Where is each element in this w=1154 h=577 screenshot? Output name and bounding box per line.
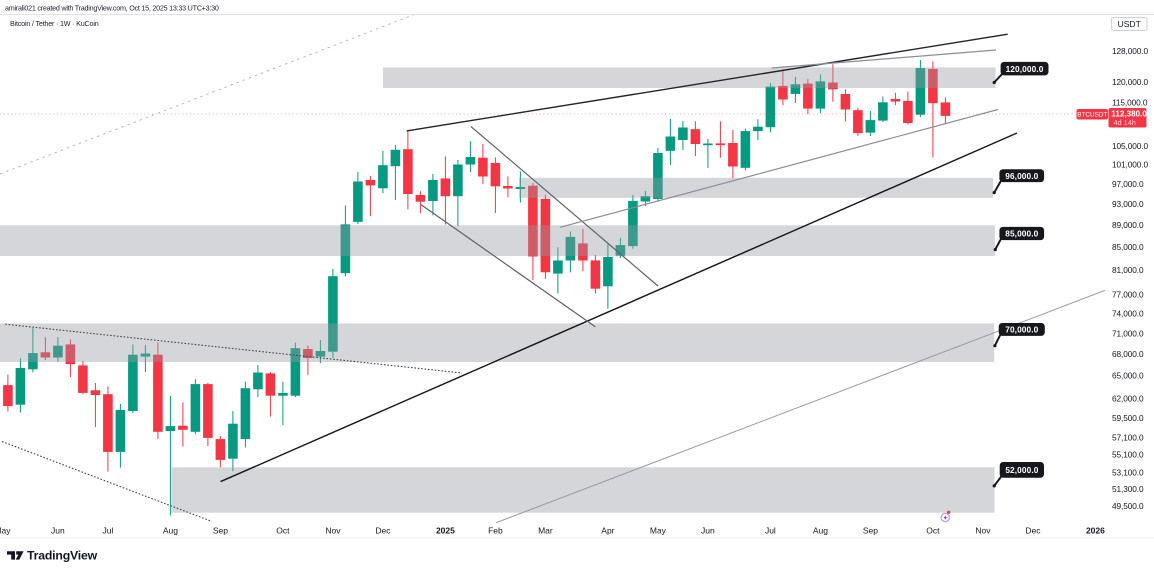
svg-text:2026: 2026 <box>1086 526 1105 536</box>
svg-text:115,000.0: 115,000.0 <box>1112 97 1148 107</box>
svg-text:49,500.0: 49,500.0 <box>1112 501 1144 511</box>
svg-text:Jun: Jun <box>701 526 715 536</box>
svg-text:81,000.0: 81,000.0 <box>1112 265 1144 275</box>
svg-text:Nov: Nov <box>975 526 991 536</box>
svg-text:Jul: Jul <box>102 526 113 536</box>
svg-text:55,100.0: 55,100.0 <box>1112 450 1144 460</box>
svg-text:65,000.0: 65,000.0 <box>1112 371 1144 381</box>
svg-text:May: May <box>0 526 11 536</box>
svg-text:105,000.0: 105,000.0 <box>1112 141 1148 151</box>
svg-text:71,000.0: 71,000.0 <box>1112 328 1144 338</box>
svg-text:Sep: Sep <box>863 526 878 536</box>
svg-text:62,000.0: 62,000.0 <box>1112 393 1144 403</box>
svg-text:BTCUSDT: BTCUSDT <box>1077 111 1107 118</box>
svg-text:77,000.0: 77,000.0 <box>1112 289 1144 299</box>
svg-text:93,000.0: 93,000.0 <box>1112 199 1144 209</box>
svg-text:Jul: Jul <box>765 526 776 536</box>
svg-text:128,000.0: 128,000.0 <box>1112 46 1148 56</box>
svg-text:Apr: Apr <box>601 526 614 536</box>
svg-text:Feb: Feb <box>488 526 503 536</box>
svg-text:Nov: Nov <box>325 526 341 536</box>
svg-text:53,100.0: 53,100.0 <box>1112 467 1144 477</box>
svg-text:70,000.0: 70,000.0 <box>1005 325 1038 335</box>
svg-text:68,000.0: 68,000.0 <box>1112 349 1144 359</box>
svg-text:51,300.0: 51,300.0 <box>1112 484 1144 494</box>
svg-text:57,100.0: 57,100.0 <box>1112 433 1144 443</box>
svg-text:Oct: Oct <box>926 526 940 536</box>
svg-text:85,000.0: 85,000.0 <box>1005 229 1038 239</box>
svg-text:2025: 2025 <box>436 526 455 536</box>
svg-text:52,000.0: 52,000.0 <box>1005 465 1038 475</box>
svg-text:Mar: Mar <box>538 526 553 536</box>
svg-text:Aug: Aug <box>813 526 828 536</box>
svg-text:85,000.0: 85,000.0 <box>1112 242 1144 252</box>
svg-text:Bitcoin / Tether · 1W · KuCoin: Bitcoin / Tether · 1W · KuCoin <box>10 19 99 28</box>
svg-text:101,000.0: 101,000.0 <box>1112 160 1148 170</box>
svg-text:120,000.0: 120,000.0 <box>1006 64 1044 74</box>
svg-text:USDT: USDT <box>1118 19 1141 29</box>
svg-text:74,000.0: 74,000.0 <box>1112 309 1144 319</box>
svg-text:89,000.0: 89,000.0 <box>1112 220 1144 230</box>
svg-text:120,000.0: 120,000.0 <box>1112 77 1148 87</box>
svg-text:TradingView: TradingView <box>27 548 98 562</box>
svg-text:Dec: Dec <box>375 526 391 536</box>
svg-text:Oct: Oct <box>276 526 290 536</box>
svg-text:97,000.0: 97,000.0 <box>1112 179 1144 189</box>
svg-text:Dec: Dec <box>1025 526 1041 536</box>
svg-text:Sep: Sep <box>213 526 228 536</box>
svg-text:May: May <box>650 526 667 536</box>
svg-text:112,380.0: 112,380.0 <box>1111 109 1147 118</box>
svg-text:Aug: Aug <box>163 526 178 536</box>
svg-text:Jun: Jun <box>51 526 65 536</box>
svg-text:96,000.0: 96,000.0 <box>1005 171 1038 181</box>
svg-text:4d 14h: 4d 14h <box>1114 118 1136 127</box>
svg-text:59,500.0: 59,500.0 <box>1112 413 1144 423</box>
svg-text:amirali021 created with Tradin: amirali021 created with TradingView.com,… <box>5 4 219 13</box>
